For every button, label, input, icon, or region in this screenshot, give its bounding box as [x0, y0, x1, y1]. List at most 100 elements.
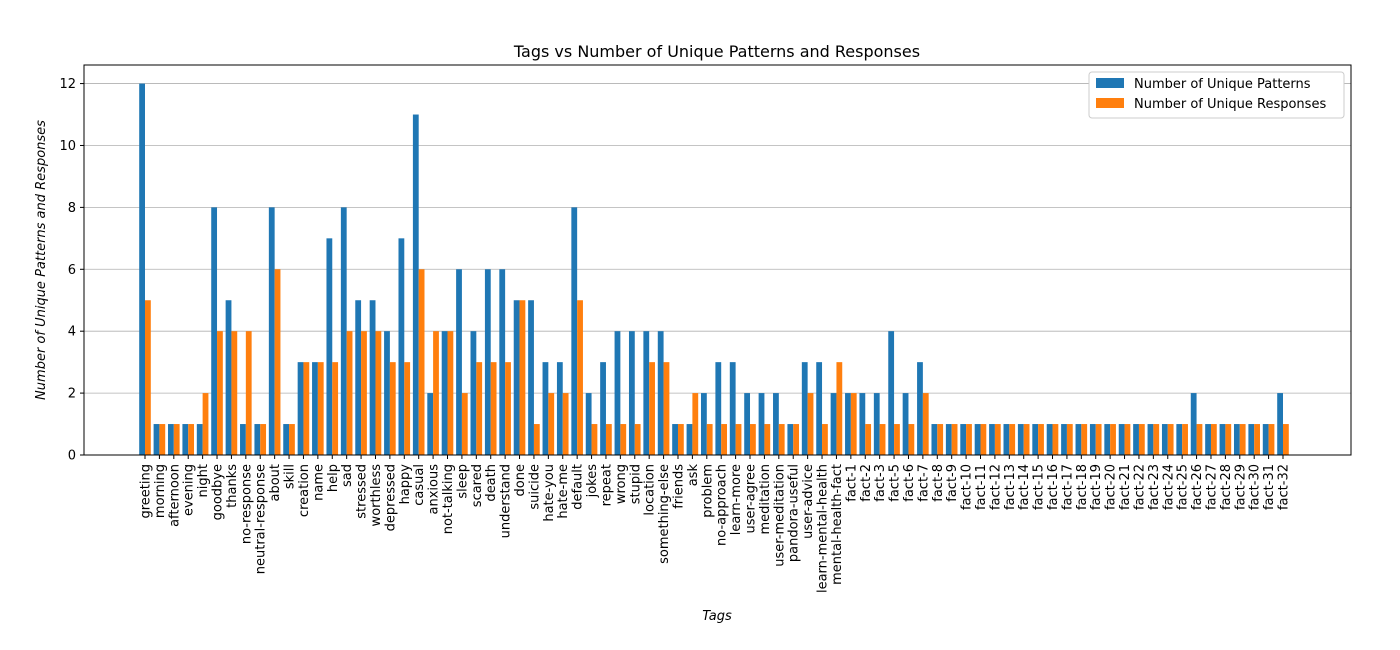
bar-responses	[188, 424, 195, 455]
bar-responses	[519, 300, 526, 455]
bar-patterns	[513, 300, 520, 455]
bar-responses	[274, 269, 281, 455]
bar-patterns	[499, 269, 506, 455]
bar-responses	[1283, 424, 1289, 455]
bar-patterns	[1017, 424, 1024, 455]
bar-patterns	[686, 424, 693, 455]
x-tick-label: fact-19	[1089, 464, 1104, 510]
bar-responses	[692, 393, 699, 455]
x-tick-label: afternoon	[167, 464, 182, 527]
bar-patterns	[1262, 424, 1269, 455]
bar-patterns	[773, 393, 779, 455]
x-tick-label: fact-12	[988, 464, 1003, 510]
x-tick-label: user-agree	[744, 464, 759, 534]
bar-patterns	[412, 114, 419, 456]
bar-responses	[231, 331, 238, 455]
y-tick-label: 2	[68, 387, 76, 402]
y-axis-label: Number of Unique Patterns and Responses	[34, 120, 49, 400]
bar-patterns	[801, 362, 808, 455]
bar-responses	[807, 393, 814, 455]
bar-patterns	[643, 331, 650, 455]
x-tick-label: scared	[470, 464, 485, 507]
bar-responses	[778, 424, 785, 455]
bar-patterns	[902, 393, 909, 455]
bar-patterns	[297, 362, 304, 455]
bar-responses	[260, 424, 267, 455]
bar-responses	[548, 393, 555, 455]
bar-patterns	[1205, 424, 1211, 455]
bar-patterns	[268, 207, 275, 455]
bar-patterns	[384, 331, 390, 455]
bar-responses	[951, 424, 958, 455]
bar-patterns	[1104, 424, 1111, 455]
y-tick-label: 12	[59, 77, 76, 92]
bar-patterns	[931, 424, 938, 455]
bar-responses	[850, 393, 857, 455]
bar-patterns	[441, 331, 448, 455]
bar-responses	[361, 331, 367, 455]
bar-patterns	[1075, 424, 1082, 455]
bar-responses	[706, 424, 713, 455]
x-tick-label: no-approach	[715, 464, 730, 546]
bar-responses	[836, 362, 843, 455]
bar-patterns	[1190, 393, 1197, 455]
bar-patterns	[283, 424, 290, 455]
bar-patterns	[470, 331, 477, 455]
x-tick-label: problem	[700, 464, 715, 518]
y-tick-label: 0	[68, 449, 76, 464]
bar-responses	[1110, 424, 1116, 455]
bar-responses	[1153, 424, 1160, 455]
bar-responses	[879, 424, 886, 455]
x-tick-label: worthless	[369, 464, 384, 527]
bar-responses	[1268, 424, 1275, 455]
bar-responses	[1124, 424, 1131, 455]
bar-patterns	[600, 362, 606, 455]
bar-patterns	[845, 393, 851, 455]
x-tick-label: greeting	[139, 464, 154, 519]
bar-responses	[620, 424, 627, 455]
x-tick-label: learn-mental-health	[816, 464, 831, 593]
bar-responses	[1066, 424, 1073, 455]
x-tick-label: default	[571, 464, 586, 510]
bar-responses	[649, 362, 655, 455]
bar-patterns	[917, 362, 923, 455]
bar-patterns	[585, 393, 592, 455]
bar-responses	[577, 300, 583, 455]
x-tick-label: about	[268, 464, 283, 502]
x-tick-label: fact-5	[888, 464, 903, 502]
bar-patterns	[369, 300, 376, 455]
x-tick-label: not-talking	[441, 464, 456, 534]
x-tick-label: fact-29	[1233, 464, 1248, 510]
x-tick-label: night	[196, 464, 211, 497]
x-tick-label: fact-31	[1262, 464, 1277, 510]
bar-responses	[173, 424, 180, 455]
bar-patterns	[168, 424, 174, 455]
bar-patterns	[196, 424, 203, 455]
x-tick-label: fact-6	[902, 464, 917, 502]
x-tick-label: fact-23	[1147, 464, 1162, 510]
bar-responses	[202, 393, 209, 455]
bar-responses	[1052, 424, 1059, 455]
x-tick-label: death	[484, 464, 499, 502]
bar-responses	[1210, 424, 1217, 455]
x-tick-label: sleep	[455, 464, 470, 499]
bar-responses	[764, 424, 771, 455]
bar-patterns	[700, 393, 707, 455]
bar-patterns	[830, 393, 837, 455]
bar-responses	[865, 424, 872, 455]
bar-responses	[937, 424, 944, 455]
bar-patterns	[859, 393, 866, 455]
bar-patterns	[816, 362, 823, 455]
bar-responses	[490, 362, 497, 455]
x-tick-label: fact-17	[1060, 464, 1075, 510]
bar-patterns	[873, 393, 880, 455]
x-tick-label: fact-1	[844, 464, 859, 502]
bar-responses	[346, 331, 353, 455]
plot-frame	[83, 64, 1352, 456]
bar-patterns	[312, 362, 318, 455]
bar-patterns	[715, 362, 722, 455]
x-tick-label: user-meditation	[772, 464, 787, 567]
x-tick-label: meditation	[758, 464, 773, 535]
bar-responses	[433, 331, 439, 455]
